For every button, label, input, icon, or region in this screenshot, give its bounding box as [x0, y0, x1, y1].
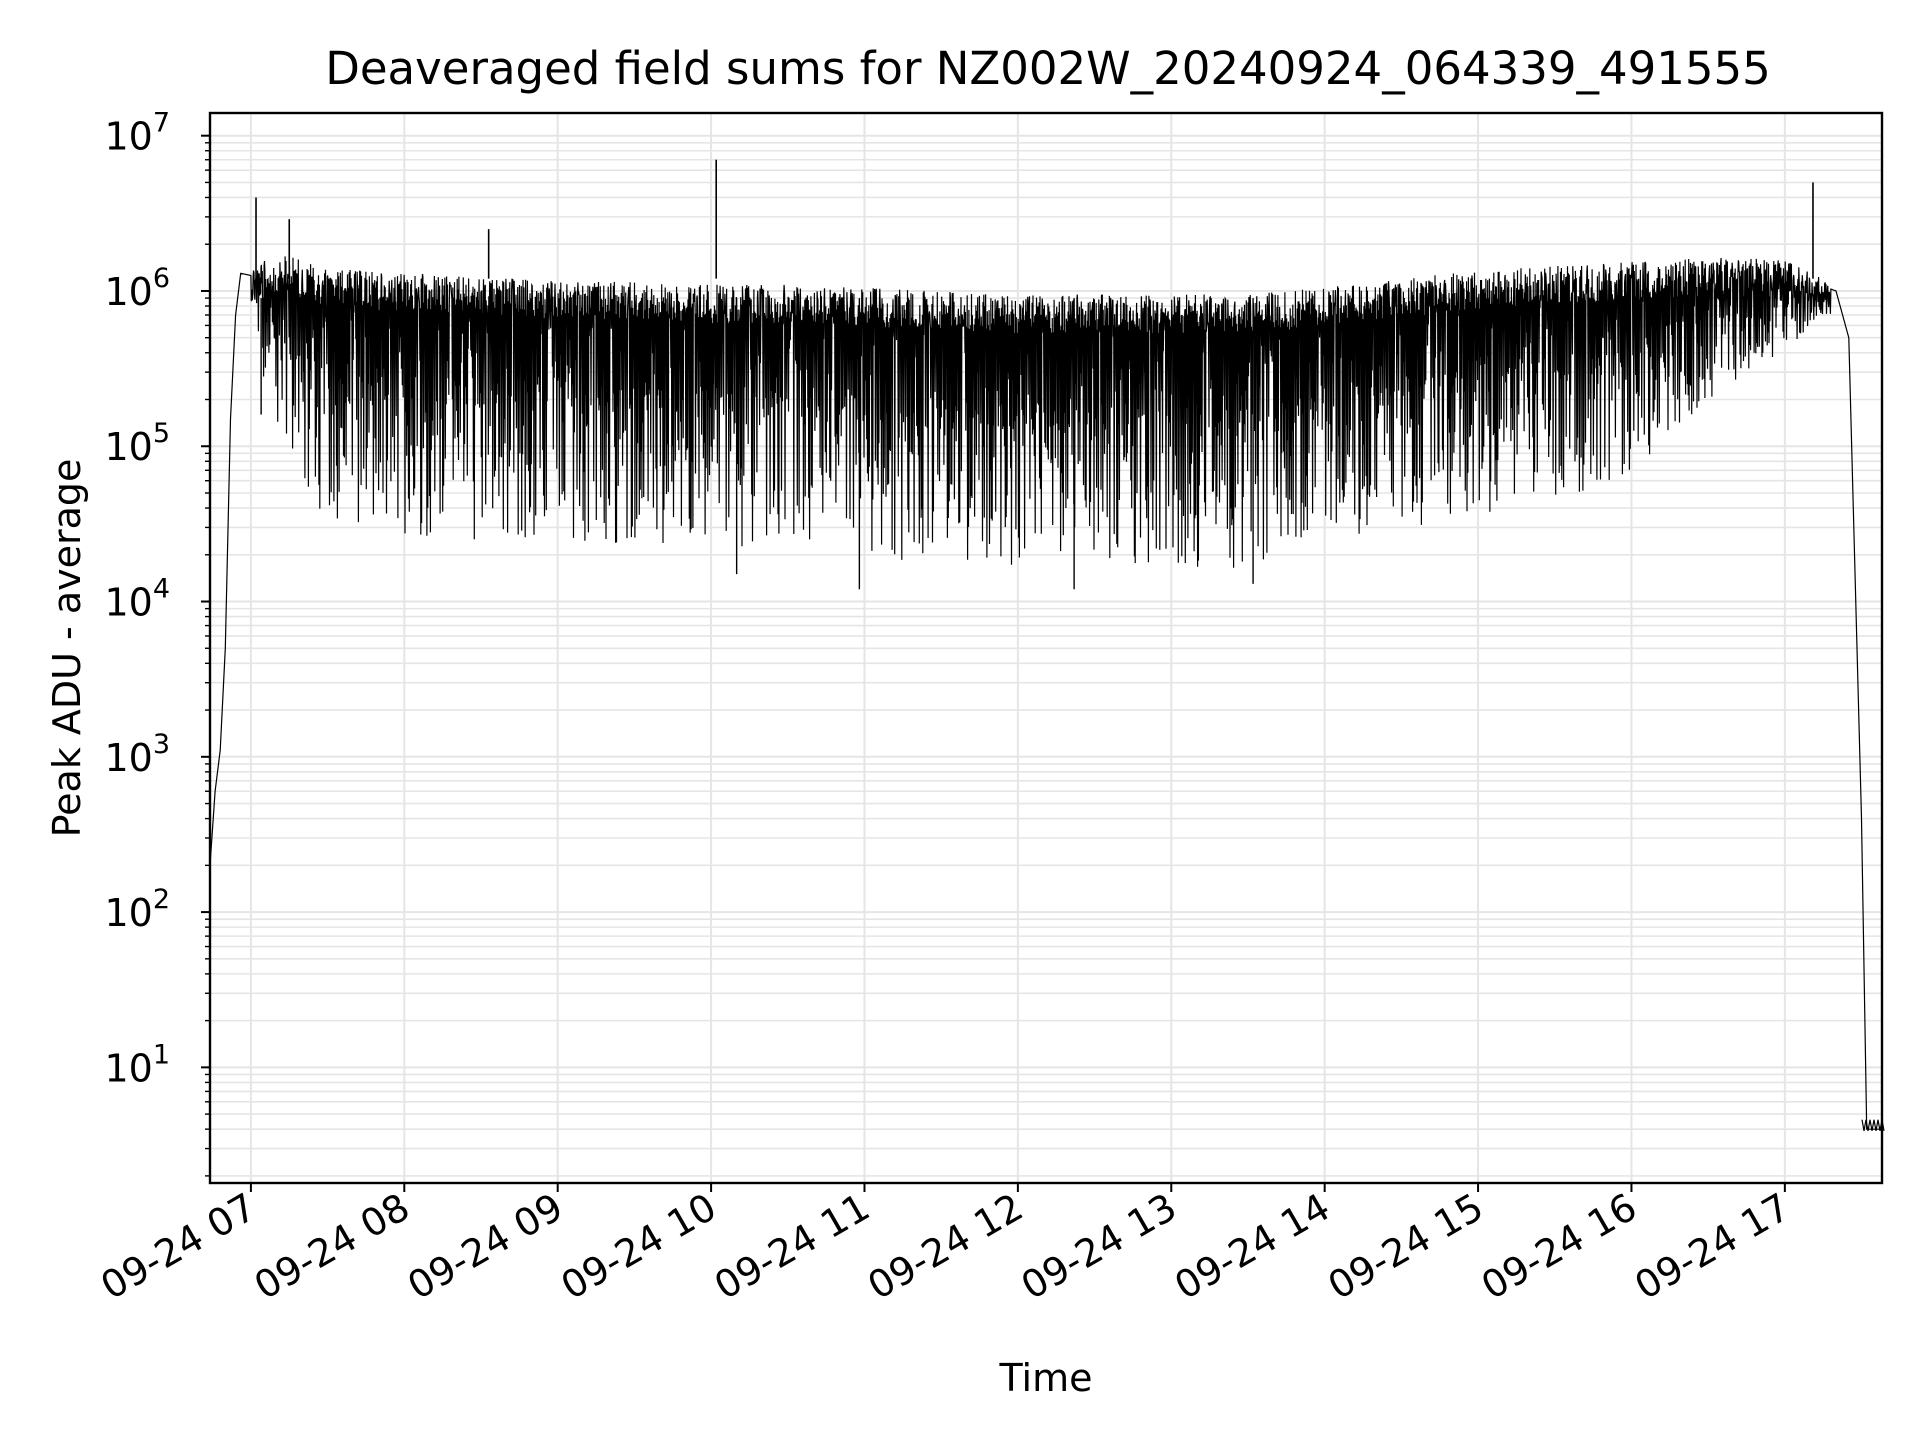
y-tick-label: 102	[104, 884, 170, 935]
chart-title: Deaveraged field sums for NZ002W_2024092…	[325, 42, 1771, 95]
y-tick-label: 106	[104, 263, 170, 314]
y-tick-label: 105	[104, 418, 170, 469]
y-tick-label: 104	[104, 574, 170, 625]
data-series	[209, 159, 1885, 1132]
y-axis-label: Peak ADU - average	[45, 459, 89, 838]
y-tick-label: 101	[104, 1039, 170, 1090]
y-tick-label: 103	[104, 729, 170, 780]
x-axis-label: Time	[999, 1356, 1093, 1400]
series-line	[209, 256, 1882, 1130]
series-tail	[1861, 1119, 1885, 1132]
grid	[210, 113, 1882, 1183]
y-tick-label: 107	[104, 108, 170, 159]
